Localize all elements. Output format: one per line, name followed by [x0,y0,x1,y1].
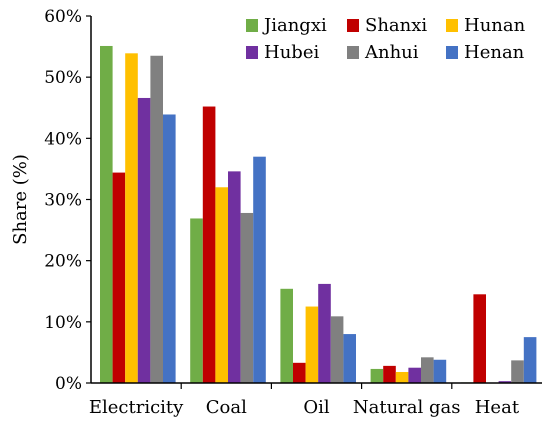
category-label: Heat [475,397,520,418]
bar-hunan-coal [215,187,228,383]
bar-shanxi-heat [473,294,486,383]
bar-shanxi-electricity [112,172,126,383]
bar-jiangxi-natural-gas [370,368,384,383]
bar-hunan-electricity [125,53,138,383]
legend-label-jiangxi: Jiangxi [262,15,327,36]
category-label: Electricity [89,397,184,418]
bar-hunan-oil [305,306,319,383]
legend-swatch-anhui [347,46,359,59]
legend-label-henan: Henan [464,42,525,63]
bar-hunan-natural-gas [395,371,409,383]
bar-henan-coal [253,156,266,383]
y-tick-label: 10% [44,313,82,333]
bar-henan-heat [523,337,537,383]
bar-shanxi-coal [202,106,216,383]
legend: Jiangxi Shanxi Hunan Hubei Anhui Henan [246,15,526,63]
category-labels: Electricity Coal Oil Natural gas Heat [89,397,520,418]
legend-label-shanxi: Shanxi [365,15,427,36]
bar-anhui-electricity [150,55,163,384]
bars [100,45,537,384]
y-axis-ticks [86,15,453,389]
y-tick-labels: 0% 10% 20% 30% 40% 50% 60% [44,7,82,394]
y-tick-label: 40% [44,129,82,149]
bar-anhui-heat [511,360,524,383]
legend-label-hunan: Hunan [464,15,526,36]
bar-anhui-oil [330,316,344,383]
bar-henan-oil [343,334,356,383]
bar-henan-natural-gas [433,359,447,383]
bar-anhui-coal [240,212,254,383]
bar-jiangxi-coal [190,218,203,383]
legend-swatch-jiangxi [246,19,258,32]
legend-swatch-shanxi [347,19,359,32]
y-tick-label: 20% [44,252,82,272]
category-label: Natural gas [353,397,461,418]
legend-label-anhui: Anhui [364,42,419,63]
y-axis-title: Share (%) [10,154,31,245]
bar-hubei-natural-gas [408,367,421,383]
legend-swatch-hunan [446,19,458,32]
category-label: Coal [206,397,247,418]
bar-henan-electricity [163,114,176,383]
y-tick-label: 60% [44,7,82,27]
y-tick-label: 30% [44,191,82,211]
y-tick-label: 0% [55,374,82,394]
bar-hubei-oil [318,283,331,383]
legend-swatch-henan [446,46,458,59]
bar-jiangxi-electricity [100,45,113,383]
bar-shanxi-oil [293,362,306,383]
bar-hubei-electricity [137,97,151,384]
category-label: Oil [303,397,330,418]
bar-jiangxi-oil [280,288,293,383]
legend-label-hubei: Hubei [264,42,319,63]
bar-anhui-natural-gas [421,357,434,383]
bar-hubei-heat [498,381,512,383]
bar-shanxi-natural-gas [383,365,396,383]
legend-swatch-hubei [246,46,258,59]
y-tick-label: 50% [44,68,82,88]
bar-hubei-coal [228,171,241,383]
